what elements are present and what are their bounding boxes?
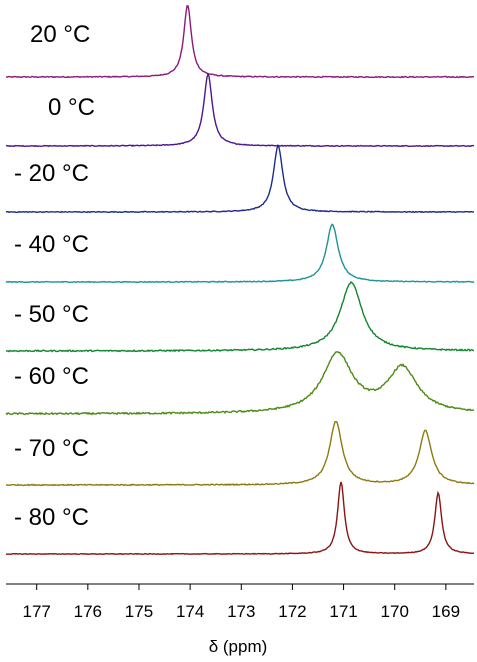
spectrum-line xyxy=(5,144,475,214)
spectrum-line xyxy=(5,5,475,79)
x-tick-label: 173 xyxy=(227,602,255,621)
temperature-label: - 60 °C xyxy=(14,363,89,390)
temperature-label: 20 °C xyxy=(30,21,90,48)
temperature-label: - 50 °C xyxy=(14,301,89,328)
spectrum-line xyxy=(5,481,475,556)
spectrum-line xyxy=(5,72,475,148)
x-tick-label: 170 xyxy=(381,602,409,621)
x-axis: 177 176 175 174 173 172 171 170 169 δ (ppm) xyxy=(6,583,474,656)
spectrum-line xyxy=(5,223,475,284)
x-axis-label: δ (ppm) xyxy=(209,637,268,656)
temperature-label: - 20 °C xyxy=(14,160,89,187)
spectra-group xyxy=(5,5,475,556)
x-tick-label: 175 xyxy=(125,602,153,621)
x-tick-label: 176 xyxy=(74,602,102,621)
spectrum-line xyxy=(5,281,475,353)
spectrum-line xyxy=(5,420,475,487)
spectrum-line xyxy=(5,351,475,416)
x-tick-label: 174 xyxy=(176,602,204,621)
temperature-label: 0 °C xyxy=(48,94,95,121)
x-tick-label: 171 xyxy=(329,602,357,621)
x-axis-ticks: 177 176 175 174 173 172 171 170 169 xyxy=(23,584,460,621)
temperature-label: - 40 °C xyxy=(14,231,89,258)
temperature-labels: 20 °C 0 °C - 20 °C - 40 °C - 50 °C - 60 °C - 7… xyxy=(14,21,95,531)
x-tick-label: 177 xyxy=(23,602,51,621)
x-tick-label: 169 xyxy=(432,602,460,621)
temperature-label: - 80 °C xyxy=(14,504,89,531)
x-tick-label: 172 xyxy=(278,602,306,621)
temperature-label: - 70 °C xyxy=(14,435,89,462)
